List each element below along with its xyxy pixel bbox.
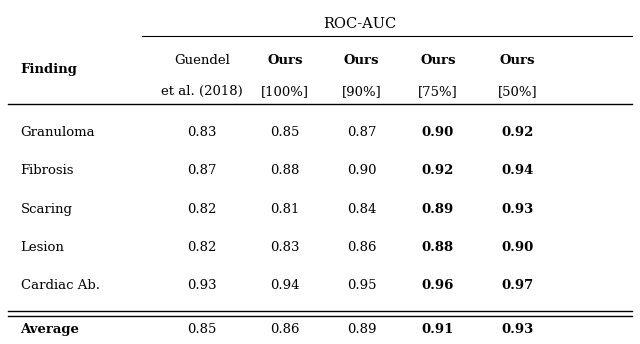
- Text: 0.94: 0.94: [501, 164, 534, 178]
- Text: 0.87: 0.87: [347, 126, 376, 139]
- Text: 0.93: 0.93: [188, 279, 217, 292]
- Text: 0.97: 0.97: [501, 279, 534, 292]
- Text: Average: Average: [20, 323, 79, 336]
- Text: [90%]: [90%]: [342, 85, 381, 98]
- Text: 0.85: 0.85: [270, 126, 300, 139]
- Text: 0.89: 0.89: [347, 323, 376, 336]
- Text: 0.93: 0.93: [501, 323, 534, 336]
- Text: Guendel: Guendel: [174, 54, 230, 67]
- Text: 0.92: 0.92: [422, 164, 454, 178]
- Text: Scaring: Scaring: [20, 203, 72, 216]
- Text: et al. (2018): et al. (2018): [161, 85, 243, 98]
- Text: Ours: Ours: [500, 54, 535, 67]
- Text: Ours: Ours: [268, 54, 303, 67]
- Text: Granuloma: Granuloma: [20, 126, 95, 139]
- Text: Lesion: Lesion: [20, 241, 65, 254]
- Text: 0.94: 0.94: [270, 279, 300, 292]
- Text: 0.91: 0.91: [422, 323, 454, 336]
- Text: 0.83: 0.83: [270, 241, 300, 254]
- Text: 0.82: 0.82: [188, 241, 217, 254]
- Text: 0.86: 0.86: [270, 323, 300, 336]
- Text: 0.95: 0.95: [347, 279, 376, 292]
- Text: [75%]: [75%]: [418, 85, 458, 98]
- Text: Ours: Ours: [420, 54, 456, 67]
- Text: 0.88: 0.88: [270, 164, 300, 178]
- Text: 0.85: 0.85: [188, 323, 217, 336]
- Text: 0.96: 0.96: [422, 279, 454, 292]
- Text: 0.90: 0.90: [501, 241, 534, 254]
- Text: Ours: Ours: [344, 54, 379, 67]
- Text: 0.84: 0.84: [347, 203, 376, 216]
- Text: 0.90: 0.90: [422, 126, 454, 139]
- Text: 0.81: 0.81: [270, 203, 300, 216]
- Text: Cardiac Ab.: Cardiac Ab.: [20, 279, 99, 292]
- Text: [100%]: [100%]: [261, 85, 309, 98]
- Text: 0.87: 0.87: [188, 164, 217, 178]
- Text: 0.86: 0.86: [347, 241, 376, 254]
- Text: 0.83: 0.83: [188, 126, 217, 139]
- Text: 0.90: 0.90: [347, 164, 376, 178]
- Text: Finding: Finding: [20, 63, 77, 76]
- Text: Fibrosis: Fibrosis: [20, 164, 74, 178]
- Text: 0.92: 0.92: [501, 126, 534, 139]
- Text: ROC-AUC: ROC-AUC: [323, 17, 396, 31]
- Text: 0.93: 0.93: [501, 203, 534, 216]
- Text: 0.82: 0.82: [188, 203, 217, 216]
- Text: 0.89: 0.89: [422, 203, 454, 216]
- Text: [50%]: [50%]: [498, 85, 538, 98]
- Text: 0.88: 0.88: [422, 241, 454, 254]
